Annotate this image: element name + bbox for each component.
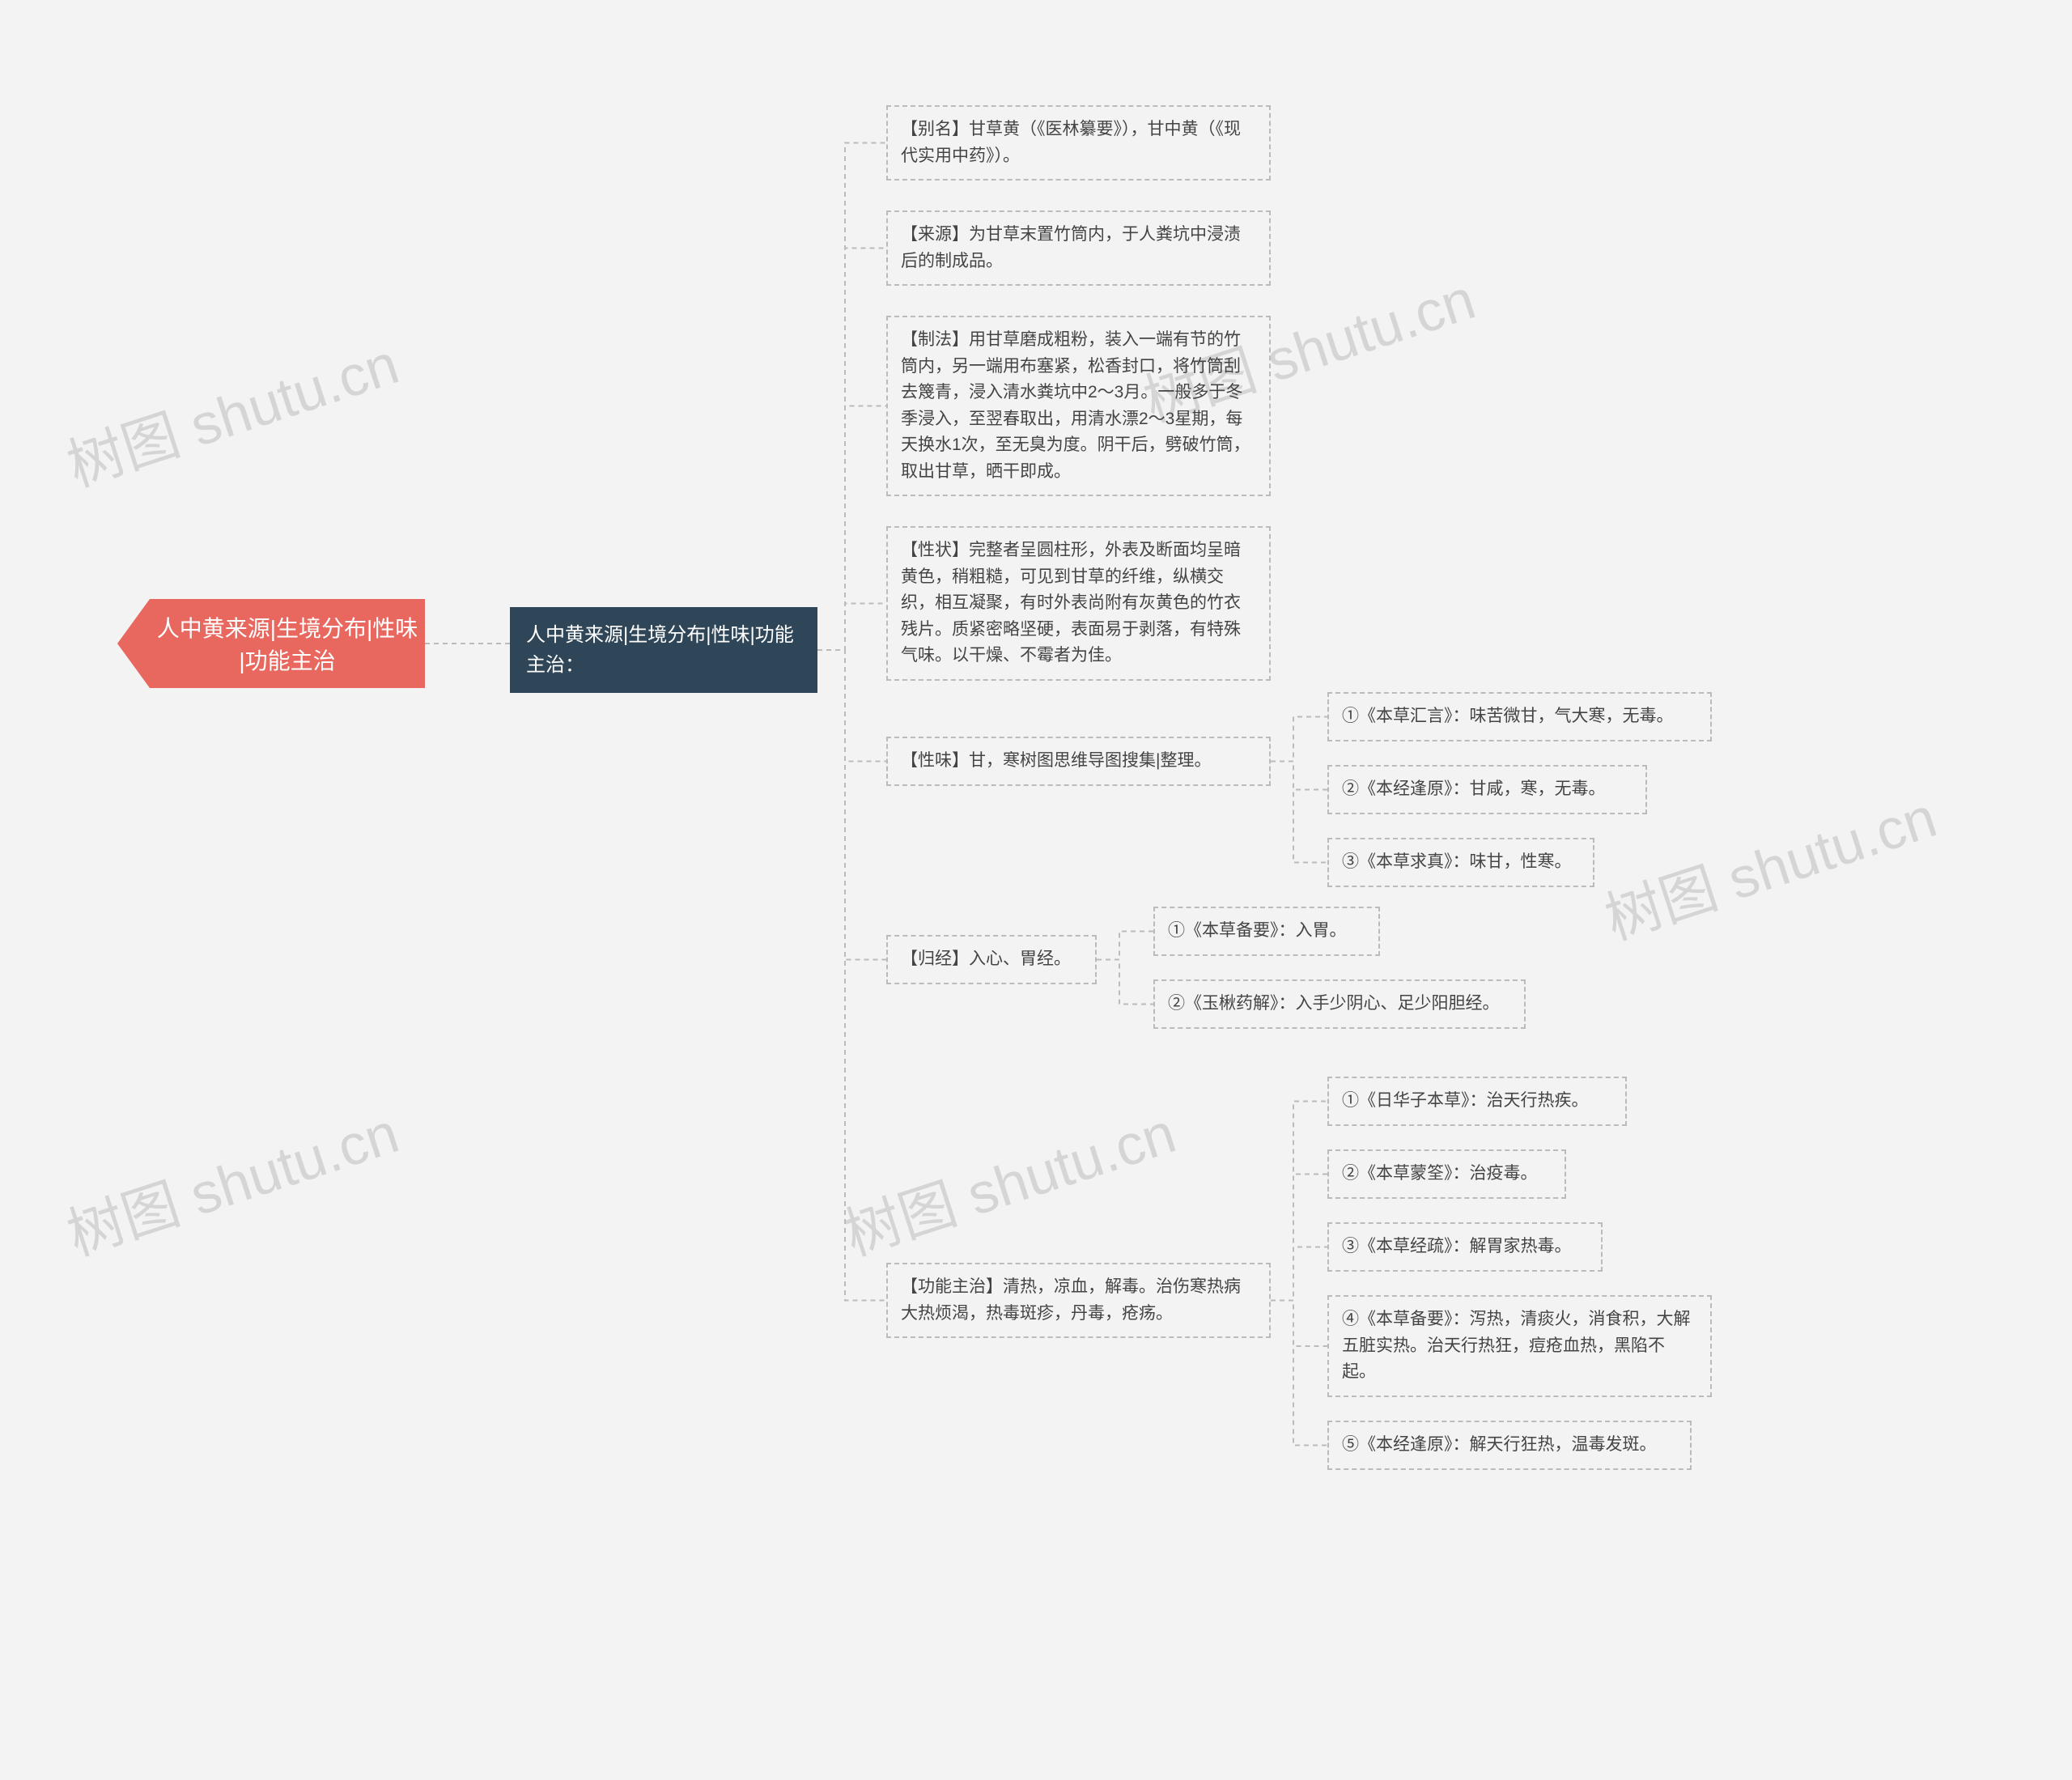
level2-node-func[interactable]: 【功能主治】清热，凉血，解毒。治伤寒热病大热烦渴，热毒斑疹，丹毒，疮疡。 — [886, 1263, 1271, 1338]
connector — [1271, 1102, 1327, 1301]
connector — [817, 249, 886, 651]
level2-node-char[interactable]: 【性状】完整者呈圆柱形，外表及断面均呈暗黄色，稍粗糙，可见到甘草的纤维，纵横交织… — [886, 526, 1271, 681]
level3-node[interactable]: ⑤《本经逢原》：解天行狂热，温毒发斑。 — [1327, 1421, 1692, 1470]
level3-node[interactable]: ①《日华子本草》：治天行热疾。 — [1327, 1077, 1627, 1126]
connector — [817, 650, 886, 960]
level3-node[interactable]: ①《本草汇言》：味苦微甘，气大寒，无毒。 — [1327, 692, 1712, 741]
connector — [1271, 1301, 1327, 1446]
level2-node-method[interactable]: 【制法】用甘草磨成粗粉，装入一端有节的竹筒内，另一端用布塞紧，松香封口，将竹筒刮… — [886, 316, 1271, 496]
connector — [817, 650, 886, 1301]
level3-node[interactable]: ②《本经逢原》：甘咸，寒，无毒。 — [1327, 765, 1647, 814]
connector — [817, 604, 886, 651]
level3-node[interactable]: ②《玉楸药解》：入手少阴心、足少阳胆经。 — [1153, 979, 1526, 1029]
connector — [817, 143, 886, 651]
level2-node-source[interactable]: 【来源】为甘草末置竹筒内，于人粪坑中浸渍后的制成品。 — [886, 210, 1271, 286]
level3-node[interactable]: ③《本草求真》：味甘，性寒。 — [1327, 838, 1594, 887]
connector — [1271, 1175, 1327, 1301]
level2-node-taste[interactable]: 【性味】甘，寒树图思维导图搜集|整理。 — [886, 737, 1271, 786]
mindmap-canvas: 树图 shutu.cn树图 shutu.cn树图 shutu.cn树图 shut… — [0, 0, 2072, 1780]
connector — [1097, 960, 1153, 1005]
connector — [1271, 1247, 1327, 1301]
level3-node[interactable]: ②《本草蒙筌》：治疫毒。 — [1327, 1149, 1566, 1199]
connector — [1271, 717, 1327, 762]
connector — [1097, 932, 1153, 960]
connector — [817, 406, 886, 651]
root-label-line1: 人中黄来源|生境分布|性味 — [157, 611, 418, 644]
level3-node[interactable]: ①《本草备要》：入胃。 — [1153, 907, 1380, 956]
connector — [1271, 1301, 1327, 1347]
level2-node-merid[interactable]: 【归经】入心、胃经。 — [886, 935, 1097, 984]
root-node[interactable]: 人中黄来源|生境分布|性味|功能主治 — [117, 599, 425, 688]
connector — [1271, 762, 1327, 790]
level2-node-alias[interactable]: 【别名】甘草黄（《医林纂要》），甘中黄（《现代实用中药》）。 — [886, 105, 1271, 181]
connector — [817, 650, 886, 762]
root-label-line2: |功能主治 — [239, 644, 335, 676]
level3-node[interactable]: ④《本草备要》：泻热，清痰火，消食积，大解五脏实热。治天行热狂，痘疮血热，黑陷不… — [1327, 1295, 1712, 1397]
sub1-node[interactable]: 人中黄来源|生境分布|性味|功能主治： — [510, 607, 817, 693]
connector — [1271, 762, 1327, 863]
root-label: 人中黄来源|生境分布|性味|功能主治 — [150, 599, 425, 688]
level3-node[interactable]: ③《本草经疏》：解胃家热毒。 — [1327, 1222, 1603, 1272]
